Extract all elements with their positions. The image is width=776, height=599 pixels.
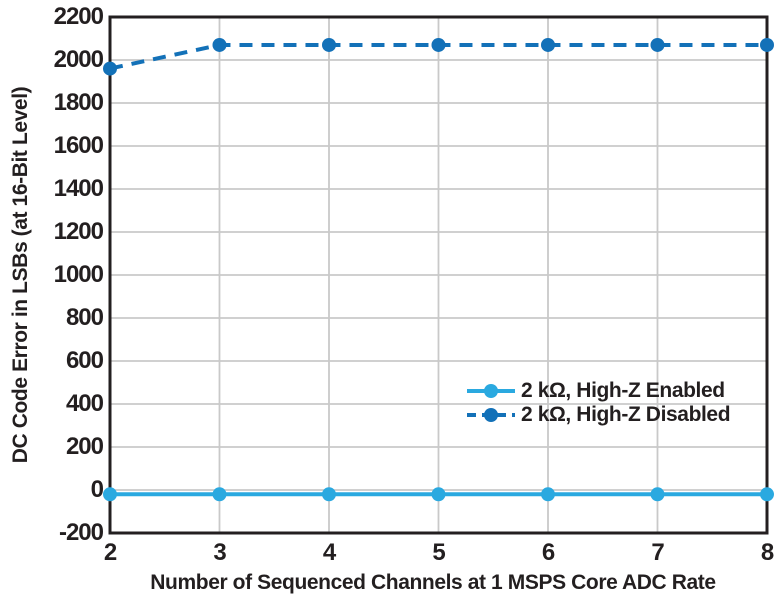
x-tick-label: 6 <box>541 539 555 566</box>
y-tick-label: 1000 <box>53 261 104 288</box>
legend-item: 2 kΩ, High-Z Enabled <box>466 379 730 402</box>
series-0-marker <box>431 487 446 502</box>
legend-swatch-icon <box>467 407 515 422</box>
series-1-marker <box>760 37 774 52</box>
x-tick-label: 2 <box>103 539 117 566</box>
series-0-marker <box>650 487 665 502</box>
y-axis-title: DC Code Error in LSBs (at 16-Bit Level) <box>9 86 32 464</box>
series-0-marker <box>541 487 555 502</box>
x-tick-label: 5 <box>432 539 445 566</box>
y-tick-label: 600 <box>65 347 104 374</box>
plot-frame <box>108 15 769 535</box>
x-tick-label: 3 <box>213 539 226 566</box>
y-tick-label: 2000 <box>53 46 104 73</box>
series-1-marker <box>650 37 665 52</box>
series-0-marker <box>760 487 774 502</box>
y-tick-label: 400 <box>65 390 104 417</box>
x-tick-label: 8 <box>760 539 774 566</box>
series-0-marker <box>322 487 336 502</box>
x-tick-label: 4 <box>322 539 336 566</box>
series-0-marker <box>212 487 227 502</box>
x-axis-title: Number of Sequenced Channels at 1 MSPS C… <box>150 571 716 594</box>
y-tick-label: 200 <box>65 433 104 460</box>
series-0-marker <box>103 487 117 502</box>
y-tick-label: 1600 <box>53 132 104 159</box>
y-tick-label: 1200 <box>53 218 104 245</box>
y-tick-label: 1800 <box>53 89 104 116</box>
y-tick-label: 2200 <box>53 3 104 30</box>
series-1-marker <box>541 37 555 52</box>
series-1-marker <box>322 37 336 52</box>
series-1-marker <box>212 37 227 52</box>
legend-swatch-icon <box>467 383 515 398</box>
y-tick-label: 0 <box>90 476 104 503</box>
legend-label: 2 kΩ, High-Z Disabled <box>521 402 731 426</box>
legend-label: 2 kΩ, High-Z Enabled <box>521 378 725 402</box>
y-tick-label: -200 <box>58 519 104 546</box>
series-1-marker <box>103 61 117 76</box>
legend-item: 2 kΩ, High-Z Disabled <box>466 402 731 426</box>
y-tick-label: 800 <box>65 304 104 331</box>
legend: 2 kΩ, High-Z Enabled 2 kΩ, High-Z Disable… <box>466 379 731 426</box>
x-tick-label: 7 <box>651 539 664 566</box>
y-tick-label: 1400 <box>53 175 104 202</box>
series-1-marker <box>431 37 446 52</box>
